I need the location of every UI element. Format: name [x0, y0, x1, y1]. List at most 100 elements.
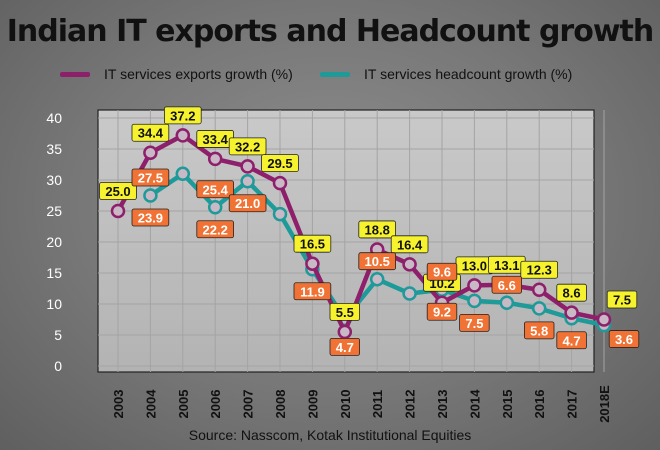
data-label-headcount-low-bg: [131, 208, 170, 227]
x-tick-label: 2008: [273, 390, 288, 419]
data-label-exports: 12.3: [527, 263, 552, 278]
marker-headcount: [467, 293, 482, 309]
marker-headcount: [402, 286, 417, 301]
data-label-exports-bg: [358, 220, 396, 239]
data-label-headcount-low: 5.8: [530, 323, 548, 338]
data-label-exports-bg: [228, 137, 267, 156]
data-label-headcount-low-bg: [556, 331, 587, 350]
marker-headcount: [207, 200, 223, 215]
data-label-exports-bg: [261, 154, 299, 173]
y-tick-label: 30: [46, 172, 62, 188]
data-label-exports-bg: [99, 182, 137, 200]
data-label-exports-bg: [293, 234, 332, 253]
y-tick-label: 20: [46, 234, 62, 250]
marker-exports: [240, 159, 255, 174]
y-tick-label: 10: [46, 296, 62, 312]
data-label-headcount: 9.6: [433, 265, 451, 280]
data-label-headcount-bg: [329, 337, 361, 356]
x-tick-label: 2010: [338, 390, 353, 419]
data-label-headcount-low-bg: [608, 330, 640, 348]
y-tick-label: 25: [46, 203, 62, 219]
data-label-headcount-low: 22.2: [203, 222, 228, 237]
data-label-exports: 5.5: [336, 305, 354, 320]
data-label-headcount-low: 4.7: [563, 333, 581, 348]
data-label-headcount-low-bg: [293, 282, 332, 301]
marker-exports: [531, 282, 547, 297]
data-label-headcount-low: 11.9: [300, 284, 325, 299]
data-label-exports-bg: [329, 302, 361, 321]
data-label-exports-bg: [163, 106, 202, 125]
data-label-headcount-bg: [196, 180, 235, 199]
data-label-exports: 7.5: [613, 293, 631, 308]
marker-headcount: [240, 173, 255, 189]
data-label-exports: 13.1: [494, 258, 519, 273]
data-label-exports-bg: [520, 260, 558, 279]
y-tick-label: 5: [54, 327, 62, 343]
data-label-exports: 33.4: [203, 132, 229, 147]
y-tick-label: 15: [46, 265, 62, 281]
data-label-headcount-low: 3.6: [615, 332, 633, 347]
x-tick-label: 2013: [435, 390, 450, 419]
marker-headcount: [143, 188, 158, 203]
x-tick-label: 2003: [111, 390, 126, 419]
data-label-headcount-low: 21.0: [235, 196, 260, 211]
x-tick-label: 2017: [565, 390, 580, 419]
marker-exports: [272, 175, 288, 191]
data-label-headcount-low-bg: [524, 321, 555, 340]
x-tick-label: 2009: [305, 390, 320, 419]
data-label-exports: 13.0: [462, 258, 487, 273]
data-label-exports: 34.4: [138, 126, 164, 141]
legend-exports-label: IT services exports growth (%): [104, 66, 293, 82]
data-label-exports: 16.5: [300, 237, 325, 252]
marker-exports: [564, 305, 579, 320]
marker-exports: [143, 145, 158, 160]
chart-title: Indian IT exports and Headcount growth: [6, 14, 655, 49]
legend-headcount-swatch: [320, 71, 350, 77]
data-label-headcount: 25.4: [203, 182, 229, 197]
data-label-headcount: 27.5: [138, 171, 163, 186]
legend-exports-swatch: [60, 71, 90, 77]
data-label-exports-bg: [606, 290, 638, 309]
data-label-exports-bg: [390, 235, 429, 254]
data-label-headcount-bg: [426, 262, 458, 281]
data-label-exports-bg: [131, 123, 170, 142]
marker-exports: [175, 128, 191, 143]
marker-headcount: [175, 166, 191, 182]
legend-headcount: IT services headcount growth (%): [320, 66, 572, 82]
marker-exports: [110, 203, 126, 219]
x-tick-label: 2012: [403, 390, 418, 419]
data-label-headcount-low-bg: [459, 313, 490, 332]
y-tick-label: 35: [46, 141, 62, 157]
marker-exports: [207, 151, 223, 167]
data-label-exports: 32.2: [235, 139, 260, 154]
data-label-exports-bg: [556, 283, 587, 302]
data-label-exports: 25.0: [105, 184, 130, 199]
x-tick-label: 2016: [532, 390, 547, 419]
data-label-exports: 18.8: [365, 222, 390, 237]
marker-headcount: [369, 271, 385, 287]
data-label-headcount: 10.5: [365, 254, 390, 269]
legend-exports: IT services exports growth (%): [60, 66, 293, 82]
x-tick-label: 2004: [143, 389, 158, 419]
legend-headcount-label: IT services headcount growth (%): [364, 66, 573, 82]
data-label-headcount-bg: [358, 252, 396, 271]
x-tick-label: 2011: [370, 390, 385, 418]
data-label-exports: 8.6: [563, 286, 581, 301]
marker-headcount: [499, 295, 515, 311]
data-label-headcount-low: 9.2: [433, 305, 451, 320]
marker-exports: [305, 256, 320, 271]
y-tick-label: 0: [54, 358, 62, 374]
data-label-headcount-bg: [491, 275, 523, 294]
data-label-exports: 29.5: [267, 156, 292, 171]
x-tick-label: 2018E: [597, 385, 612, 423]
data-label-exports: 16.4: [397, 237, 423, 252]
x-tick-label: 2007: [241, 390, 256, 419]
marker-headcount: [531, 301, 547, 316]
data-label-headcount: 6.6: [498, 278, 516, 293]
data-label-headcount-low: 23.9: [138, 211, 163, 226]
x-tick-label: 2005: [176, 390, 191, 419]
source-note: Source: Nasscom, Kotak Institutional Equ…: [188, 427, 472, 443]
data-label-headcount-low-bg: [426, 302, 458, 321]
marker-exports: [596, 312, 612, 327]
